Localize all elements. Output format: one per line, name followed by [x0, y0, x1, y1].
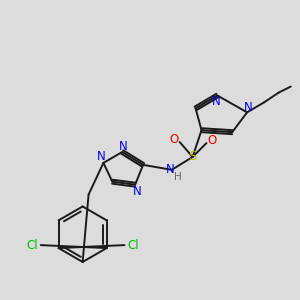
Text: N: N — [133, 185, 142, 198]
Text: H: H — [174, 172, 182, 182]
Text: S: S — [188, 150, 197, 164]
Text: N: N — [244, 101, 253, 114]
Text: O: O — [169, 133, 178, 146]
Text: O: O — [208, 134, 217, 147]
Text: N: N — [97, 150, 106, 164]
Text: N: N — [119, 140, 128, 152]
Text: Cl: Cl — [26, 238, 38, 252]
Text: Cl: Cl — [128, 238, 139, 252]
Text: N: N — [165, 163, 174, 176]
Text: N: N — [212, 95, 221, 108]
